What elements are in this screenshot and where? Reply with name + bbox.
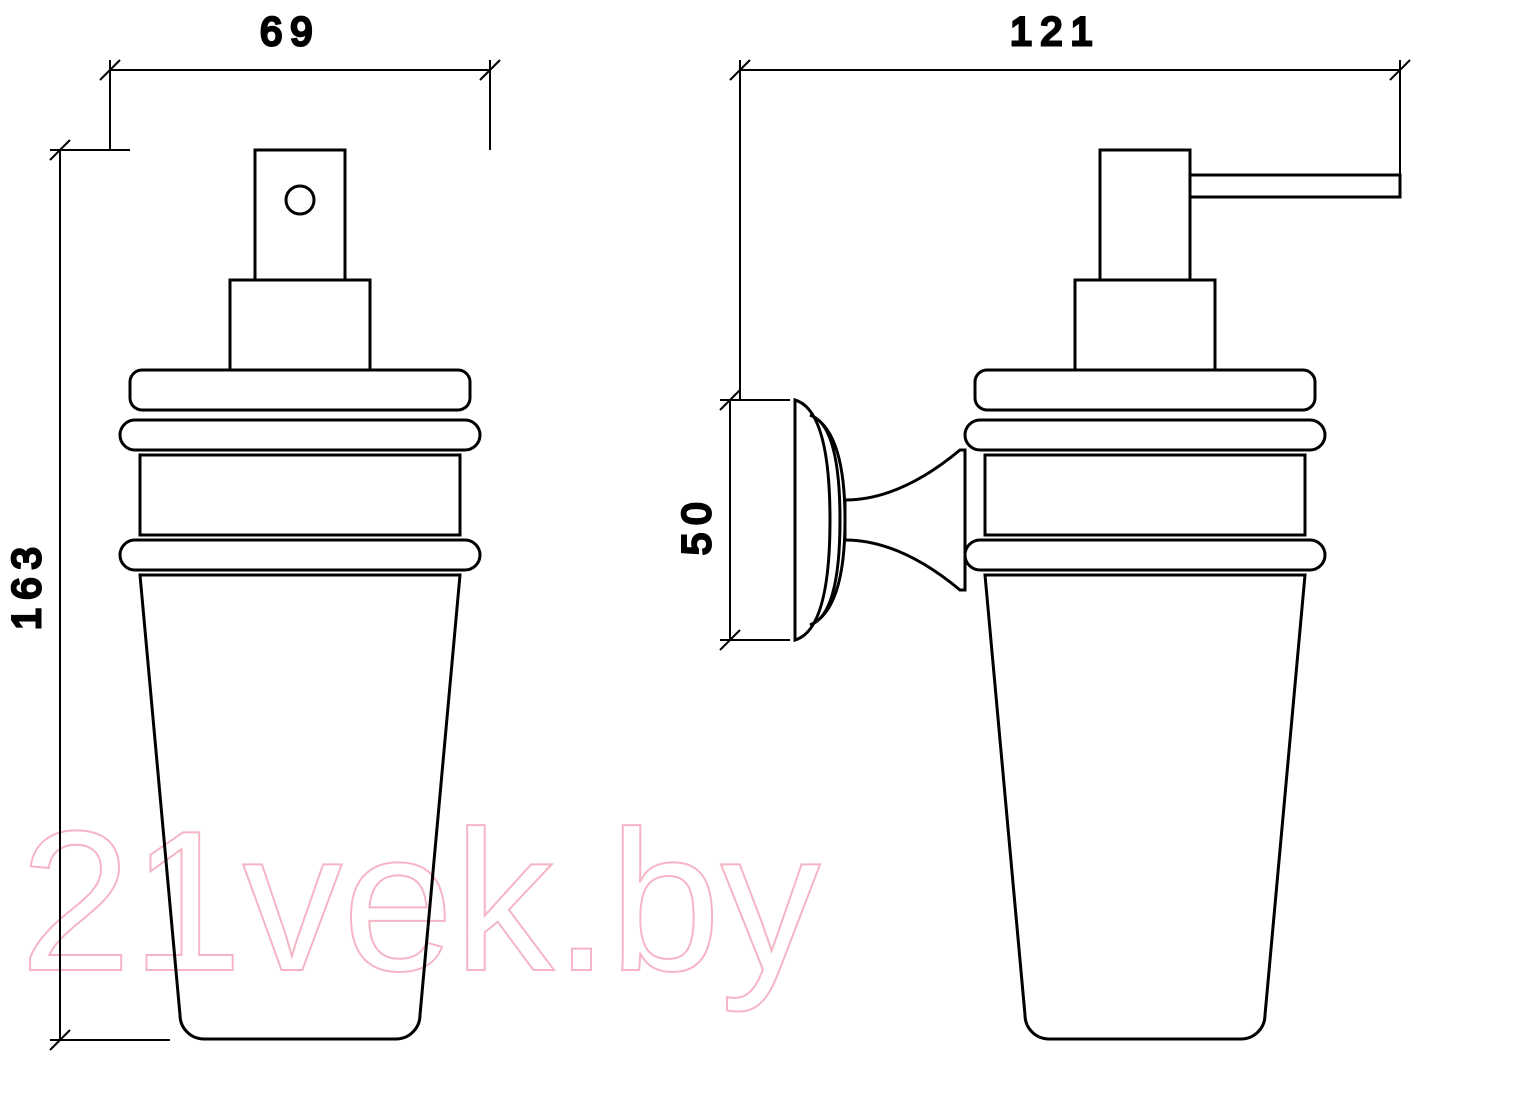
watermark-text: 21vek.by (20, 790, 821, 1013)
mount-inner (810, 415, 845, 625)
technical-drawing: 21vek.by 69 163 (0, 0, 1528, 1096)
pump-head-side (1100, 150, 1190, 280)
dim-depth-label: 121 (1010, 10, 1101, 54)
mount-stem (845, 450, 965, 590)
dim-mount-height (720, 390, 790, 650)
midband-side (985, 455, 1305, 535)
dim-mount-label: 50 (675, 495, 719, 556)
mount-plate (795, 400, 830, 640)
ring2-front (120, 540, 480, 570)
collar-top-front (130, 370, 470, 410)
nozzle (1190, 175, 1400, 197)
dim-width (100, 60, 500, 150)
cup-side (985, 575, 1305, 1039)
pump-neck-front (230, 280, 370, 370)
ring1-side (965, 420, 1325, 450)
midband-front (140, 455, 460, 535)
ring2-side (965, 540, 1325, 570)
ring1-front (120, 420, 480, 450)
dim-depth (730, 60, 1410, 400)
dim-width-label: 69 (260, 10, 321, 54)
pump-neck-side (1075, 280, 1215, 370)
collar-top-side (975, 370, 1315, 410)
dim-height-label: 163 (5, 539, 49, 630)
pump-hole (286, 186, 314, 214)
